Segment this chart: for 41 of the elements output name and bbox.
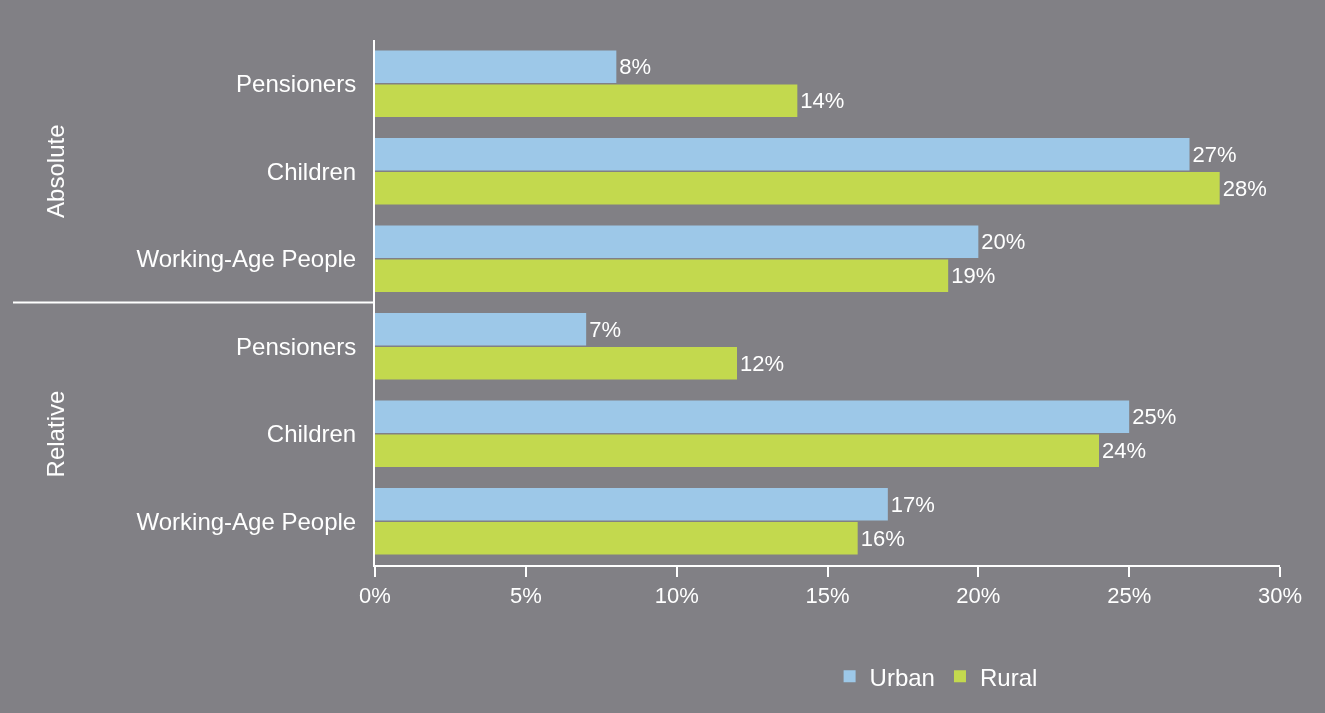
bar — [375, 487, 888, 521]
bar — [375, 522, 858, 555]
bar — [375, 259, 949, 293]
bar — [375, 400, 1130, 433]
data-label: 16% — [860, 525, 905, 551]
data-label: 27% — [1192, 141, 1237, 167]
data-label: 8% — [619, 54, 652, 80]
bar — [375, 84, 798, 118]
bar — [375, 225, 979, 258]
bar — [375, 312, 587, 346]
y-tick-label: Pensioners — [236, 70, 357, 98]
x-tick-label: 5% — [509, 583, 542, 609]
x-tick-label: 10% — [654, 583, 699, 609]
data-label: 14% — [800, 88, 845, 114]
data-label: 17% — [890, 491, 935, 517]
y-tick-label: Working-Age People — [136, 507, 357, 535]
bar — [375, 434, 1099, 468]
text: Absolute — [42, 124, 70, 218]
y-tick-label: Pensioners — [236, 332, 357, 360]
y-tick-label: Working-Age People — [136, 245, 357, 273]
x-tick-label: 20% — [956, 583, 1001, 609]
bar — [375, 137, 1190, 171]
bar — [375, 172, 1220, 205]
bar — [375, 347, 737, 380]
x-tick-label: 0% — [359, 583, 391, 609]
legend-label: Urban — [869, 663, 935, 691]
x-tick-label: 25% — [1107, 583, 1152, 609]
data-label: 24% — [1102, 438, 1147, 464]
y-tick-label: Children — [266, 157, 357, 185]
data-label: 28% — [1222, 175, 1267, 201]
x-tick-label: 15% — [805, 583, 850, 609]
y-tick-label: Children — [266, 420, 357, 448]
data-label: 20% — [981, 229, 1026, 255]
data-label: 12% — [740, 350, 785, 376]
text: Relative — [41, 390, 69, 478]
data-label: 25% — [1132, 404, 1177, 430]
legend-label: Rural — [979, 663, 1038, 691]
data-label: 19% — [951, 263, 996, 289]
x-tick-label: 30% — [1257, 583, 1303, 609]
data-label: 7% — [589, 316, 621, 342]
bar — [375, 50, 617, 83]
